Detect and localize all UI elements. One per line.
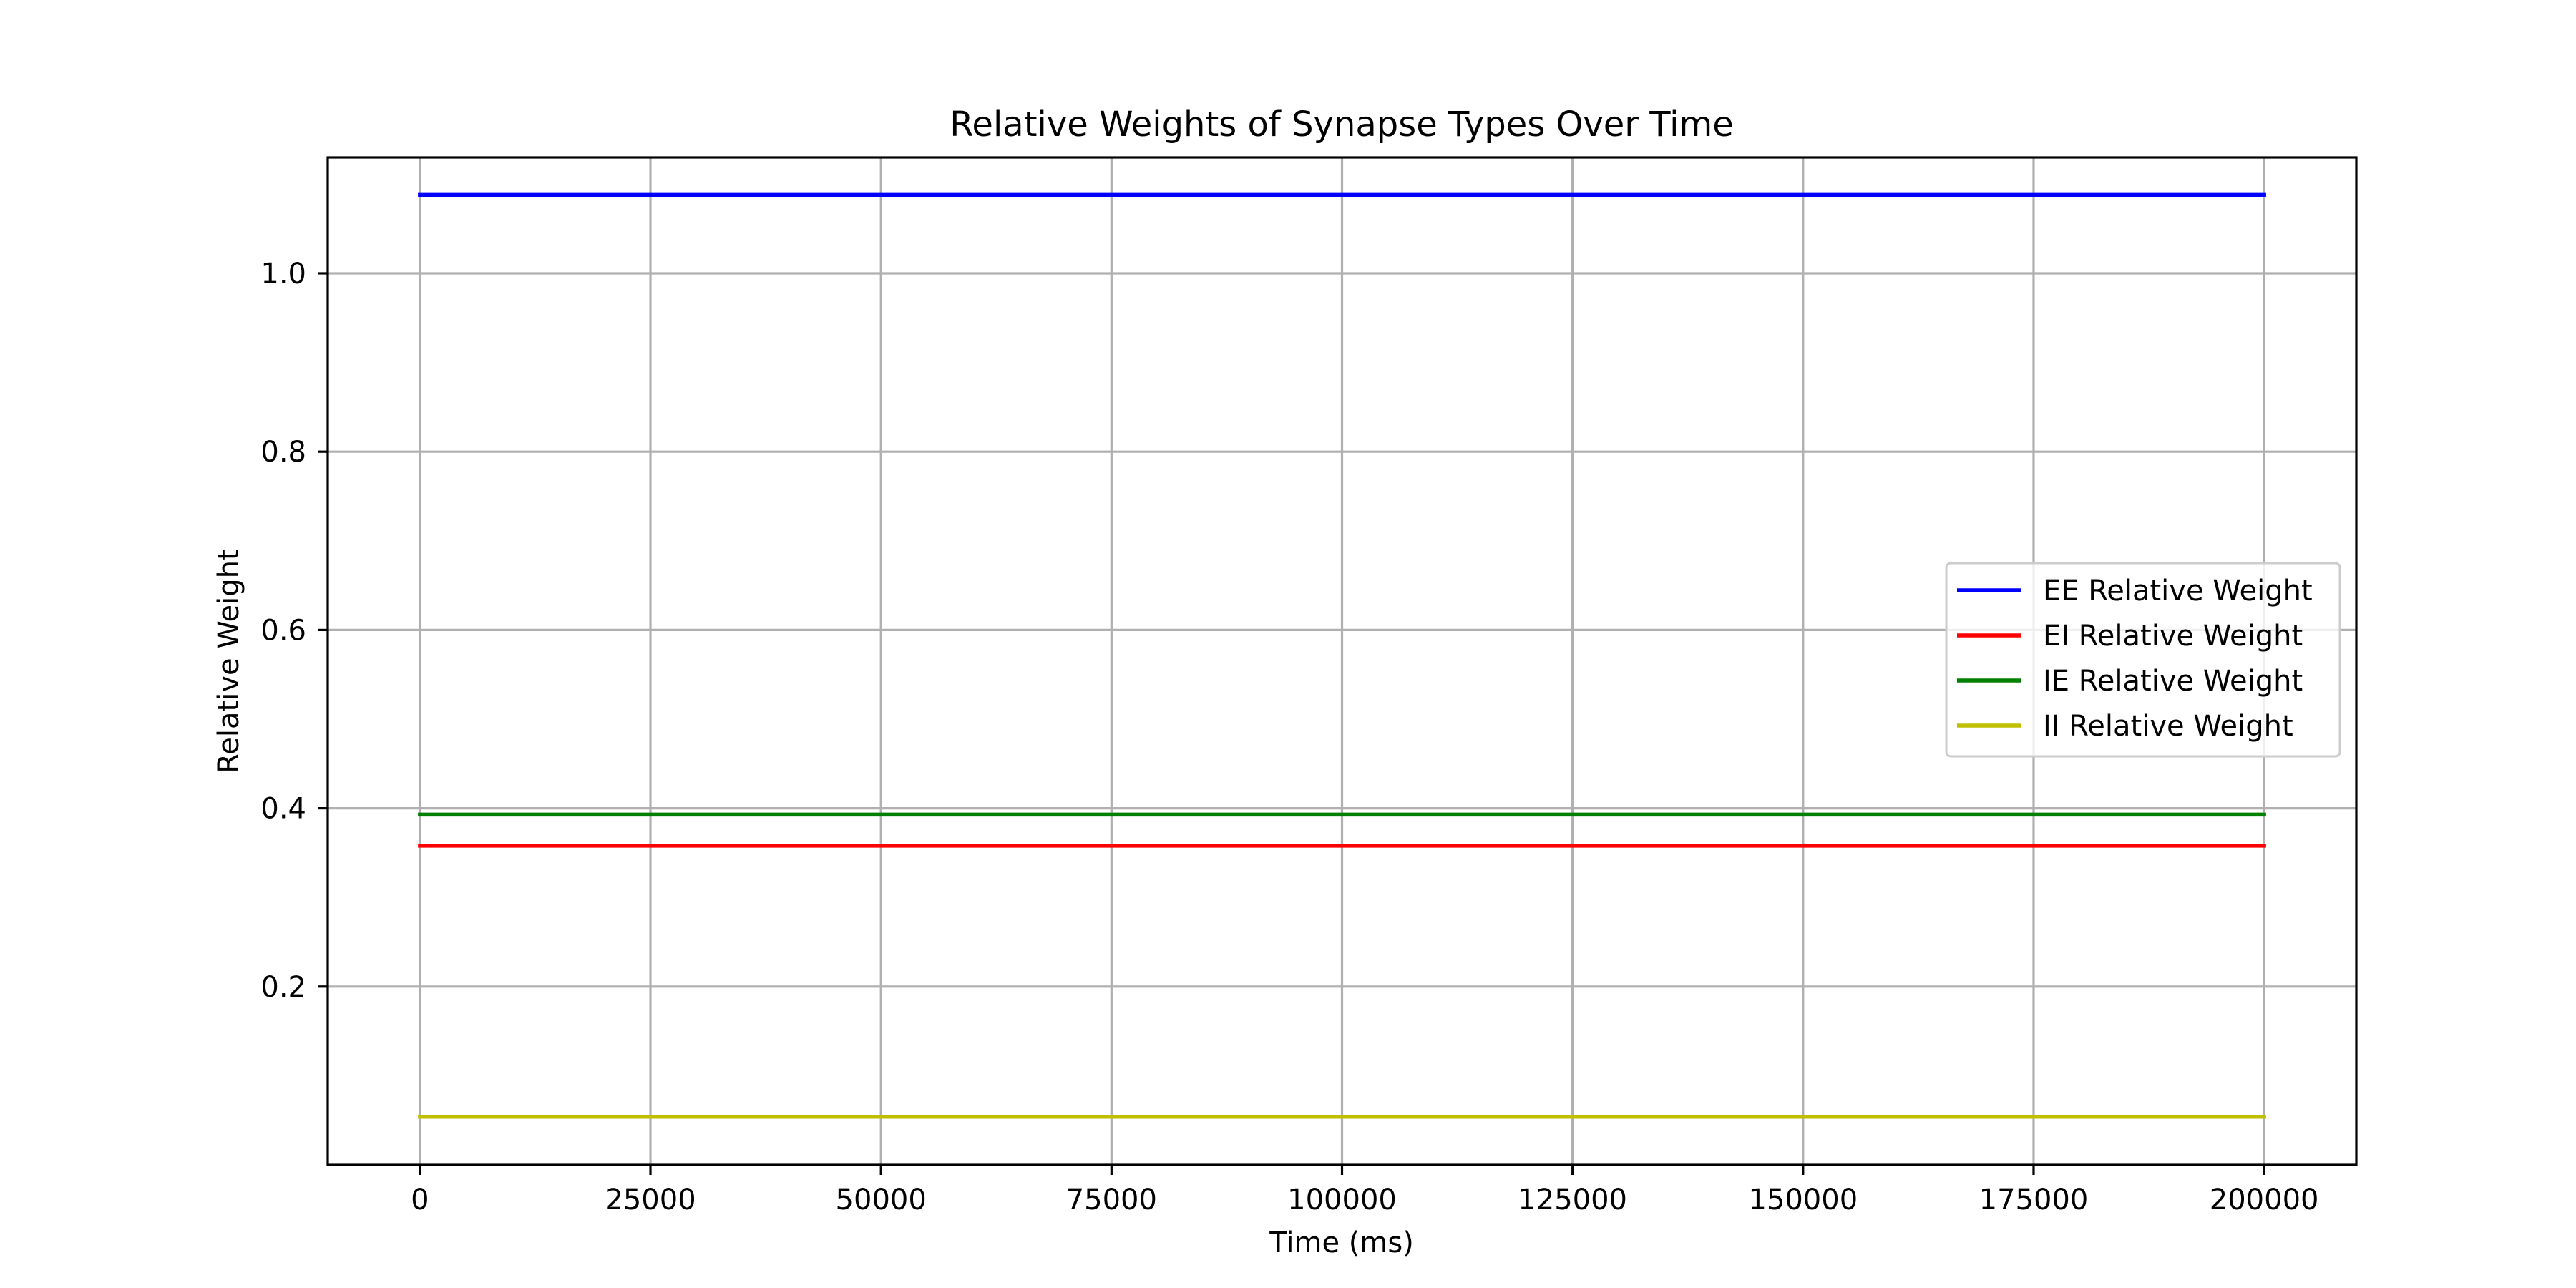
series-lines <box>418 192 2266 1119</box>
x-tick-label: 175000 <box>1979 1184 2089 1216</box>
grid <box>328 157 2356 1165</box>
legend-box <box>1945 562 2341 758</box>
x-tick-label: 75000 <box>1066 1184 1157 1216</box>
y-tick-label: 0.6 <box>260 614 306 647</box>
x-tick-label: 125000 <box>1518 1184 1627 1216</box>
x-tick-label: 200000 <box>2210 1184 2319 1216</box>
x-axis-label: Time (ms) <box>1269 1226 1414 1259</box>
legend-label: IE Relative Weight <box>2043 665 2303 698</box>
y-tick-label: 1.0 <box>260 258 306 291</box>
x-tick-label: 100000 <box>1287 1184 1397 1216</box>
legend-label: II Relative Weight <box>2043 710 2293 743</box>
legend-label: EE Relative Weight <box>2043 575 2313 608</box>
legend: EE Relative Weight EI Relative Weight IE R… <box>1945 562 2341 758</box>
chart-title: Relative Weights of Synapse Types Over T… <box>950 104 1734 145</box>
legend-label: EI Relative Weight <box>2043 620 2303 653</box>
x-tick-label: 0 <box>411 1184 429 1216</box>
y-tick-label: 0.8 <box>260 436 306 469</box>
y-axis-label: Relative Weight <box>213 549 245 773</box>
ticks: 0 25000 50000 75000 100000 125000 150000 175000… <box>260 258 2318 1216</box>
x-tick-label: 50000 <box>836 1184 927 1216</box>
x-tick-label: 150000 <box>1748 1184 1858 1216</box>
x-tick-label: 25000 <box>605 1184 696 1216</box>
y-tick-label: 0.4 <box>260 793 306 826</box>
y-tick-label: 0.2 <box>260 971 306 1004</box>
